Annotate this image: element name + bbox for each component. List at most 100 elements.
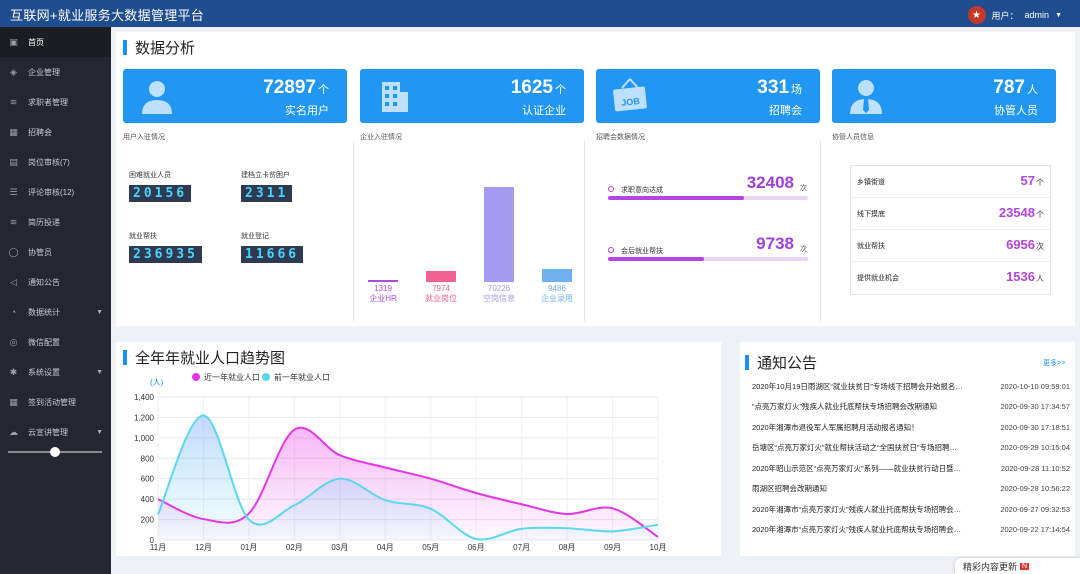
x-tick-label: 11月 <box>150 543 166 552</box>
bar[interactable] <box>368 280 398 282</box>
staff-info-table: 乡镇街道 57个 线下摸底 23548个 就业帮扶 6956次 提供就业机会 1536人 <box>850 165 1051 295</box>
sidebar-item-label: 简历投递 <box>28 217 60 227</box>
job-sign-icon: JOB <box>613 78 647 112</box>
sidebar-item-label: 协管员 <box>28 247 52 257</box>
notice-item[interactable]: 雨湖区招聘会改期通知 2020-09-28 10:56:22 <box>752 479 1070 499</box>
notice-title-text[interactable]: 2020年湘潭市“点亮万家灯火”残疾人就业托底帮扶专场招聘会… <box>752 525 962 534</box>
card-fairs[interactable]: JOB 331 场 招聘会 <box>596 69 820 123</box>
legend-label: 近一年就业人口 <box>204 372 260 382</box>
sidebar: ▣ 首页 ◈ 企业管理 ≋ 求职者管理 ▦ 招聘会 ▤ 岗位审核(7) ☰ 评论审核(12) ≋ 简历投递… <box>0 27 111 574</box>
wechat-icon: ◎ <box>9 336 18 347</box>
notice-title-text[interactable]: “点亮万家灯火”残疾人就业托底帮扶专场招聘会改期通知 <box>752 402 937 411</box>
notice-title-text[interactable]: 雨湖区招聘会改期通知 <box>752 484 827 493</box>
staff-row: 乡镇街道 57个 <box>851 166 1050 198</box>
notice-item[interactable]: 2020年湘潭市“点亮万家灯火”残疾人就业托底帮扶专场招聘会… 2020-09-2… <box>752 499 1070 519</box>
sidebar-item-label: 云宣讲管理 <box>28 427 68 437</box>
sidebar-item-9[interactable]: ◔ 数据统计 ▼ <box>0 297 111 327</box>
staff-row: 就业帮扶 6956次 <box>851 230 1050 262</box>
legend-marker <box>262 373 270 381</box>
divider <box>353 141 354 321</box>
bullet-icon <box>608 186 614 192</box>
card-fairs-unit: 场 <box>791 84 802 96</box>
x-tick-label: 05月 <box>422 543 439 552</box>
sidebar-item-10[interactable]: ◎ 微信配置 <box>0 327 111 357</box>
card-staff-value: 787 <box>993 77 1025 98</box>
bar[interactable] <box>542 269 572 282</box>
notice-title-text[interactable]: 2020年湘潭市退役军人军属招聘月活动报名通知！ <box>752 422 919 432</box>
sidebar-item-1[interactable]: ◈ 企业管理 <box>0 57 111 87</box>
sidebar-item-3[interactable]: ▦ 招聘会 <box>0 117 111 147</box>
card-companies[interactable]: 1625 个 认证企业 <box>360 69 584 123</box>
y-tick-label: 200 <box>141 516 155 525</box>
staff-label: 乡镇街道 <box>857 179 885 186</box>
stat-digits: 2311 <box>241 185 293 202</box>
progress-fill <box>608 196 744 200</box>
sidebar-item-7[interactable]: ◯ 协管员 <box>0 237 111 267</box>
sidebar-item-2[interactable]: ≋ 求职者管理 <box>0 87 111 117</box>
notice-date: 2020-10-10 09:59:01 <box>1000 381 1070 391</box>
notice-title-text[interactable]: 岳塘区“点亮万家灯火”就业帮扶活动之“全国扶贫日”专场招聘… <box>752 443 957 452</box>
x-tick-label: 01月 <box>240 543 257 552</box>
sidebar-item-13[interactable]: ☁ 云宣讲管理 ▼ <box>0 417 111 447</box>
sidebar-item-0[interactable]: ▣ 首页 <box>0 27 111 57</box>
y-tick-label: 1,400 <box>134 393 155 402</box>
bar[interactable] <box>426 271 456 282</box>
x-tick-label: 06月 <box>468 543 485 552</box>
layers-icon: ≋ <box>9 216 18 227</box>
staff-label: 就业帮扶 <box>857 243 885 250</box>
dashboard-title: 数据分析 <box>123 37 195 58</box>
chevron-down-icon[interactable]: ▼ <box>1055 11 1062 19</box>
layers-icon: ≋ <box>9 96 18 107</box>
stat-label: 就业帮扶 <box>129 233 157 240</box>
sidebar-item-label: 通知公告 <box>28 277 60 287</box>
sidebar-item-label: 招聘会 <box>28 127 52 137</box>
sidebar-item-12[interactable]: ▦ 签到活动管理 <box>0 387 111 417</box>
notice-item[interactable]: 岳塘区“点亮万家灯火”就业帮扶活动之“全国扶贫日”专场招聘… 2020-09-29… <box>752 438 1070 458</box>
staff-label: 提供就业机会 <box>857 275 899 282</box>
sidebar-item-label: 岗位审核(7) <box>28 157 70 167</box>
staff-value: 57 <box>1020 173 1035 188</box>
user-name[interactable]: admin <box>1024 10 1050 20</box>
user-icon: ◯ <box>8 246 19 257</box>
card-staff[interactable]: 787 人 协管人员 <box>832 69 1056 123</box>
card-users-unit: 个 <box>318 84 329 96</box>
card-users[interactable]: 72897 个 实名用户 <box>123 69 347 123</box>
sidebar-item-8[interactable]: ◁ 通知公告 <box>0 267 111 297</box>
notice-item[interactable]: 2020年昭山示范区“点亮万家灯火”系列——就业扶贫行动日暨… 2020-09-2… <box>752 458 1070 478</box>
notice-date: 2020-09-30 17:18:51 <box>1000 422 1070 432</box>
notice-item[interactable]: 2020年10月19日雨湖区“就业扶贫日”专场线下招聘会开始报名… 2020-10… <box>752 376 1070 396</box>
bar-label: 就业岗位 <box>425 294 457 303</box>
chevron-down-icon[interactable]: ▼ <box>96 368 103 376</box>
card-companies-label: 认证企业 <box>522 105 566 117</box>
sidebar-item-6[interactable]: ≋ 简历投递 <box>0 207 111 237</box>
sidebar-item-label: 微信配置 <box>28 337 60 347</box>
notice-date: 2020-09-28 10:56:22 <box>1000 484 1070 493</box>
divider <box>820 141 821 321</box>
progress-label: 求职意向达成 <box>621 187 663 194</box>
notice-title-text[interactable]: 2020年湘潭市“点亮万家灯火”残疾人就业托底帮扶专场招聘会… <box>752 504 962 514</box>
notice-date: 2020-09-30 17:34:57 <box>1000 402 1070 411</box>
sidebar-item-11[interactable]: ✱ 系统设置 ▼ <box>0 357 111 387</box>
more-link[interactable]: 更多>> <box>1043 360 1066 367</box>
notice-item[interactable]: “点亮万家灯火”残疾人就业托底帮扶专场招聘会改期通知 2020-09-30 17:… <box>752 397 1070 417</box>
notice-item[interactable]: 2020年湘潭市“点亮万家灯火”残疾人就业托底帮扶专场招聘会… 2020-09-2… <box>752 520 1070 540</box>
bar-value: 7974 <box>432 284 450 293</box>
content-update-badge[interactable]: 精彩内容更新 N <box>955 558 1080 574</box>
notice-item[interactable]: 2020年湘潭市退役军人军属招聘月活动报名通知！ 2020-09-30 17:18… <box>752 417 1070 437</box>
fair-section-title: 招聘会数据情况 <box>596 134 645 141</box>
progress-value: 32408 <box>746 173 794 192</box>
sidebar-item-5[interactable]: ☰ 评论审核(12) <box>0 177 111 207</box>
x-tick-label: 08月 <box>559 543 576 552</box>
notice-title-text[interactable]: 2020年10月19日雨湖区“就业扶贫日”专场线下招聘会开始报名… <box>752 381 963 391</box>
cloud-icon: ☁ <box>9 426 18 437</box>
chevron-down-icon[interactable]: ▼ <box>96 428 103 436</box>
notice-title-text[interactable]: 2020年昭山示范区“点亮万家灯火”系列——就业扶贫行动日暨… <box>752 463 962 473</box>
bar[interactable] <box>484 187 514 282</box>
sidebar-item-4[interactable]: ▤ 岗位审核(7) <box>0 147 111 177</box>
slider-knob[interactable] <box>50 447 60 457</box>
company-section-title: 企业入驻情况 <box>360 134 402 141</box>
x-tick-label: 10月 <box>650 543 667 552</box>
sidebar-slider[interactable] <box>8 447 102 457</box>
chevron-down-icon[interactable]: ▼ <box>96 308 103 316</box>
user-menu[interactable]: ★ 用户： admin ▼ <box>967 6 1062 24</box>
